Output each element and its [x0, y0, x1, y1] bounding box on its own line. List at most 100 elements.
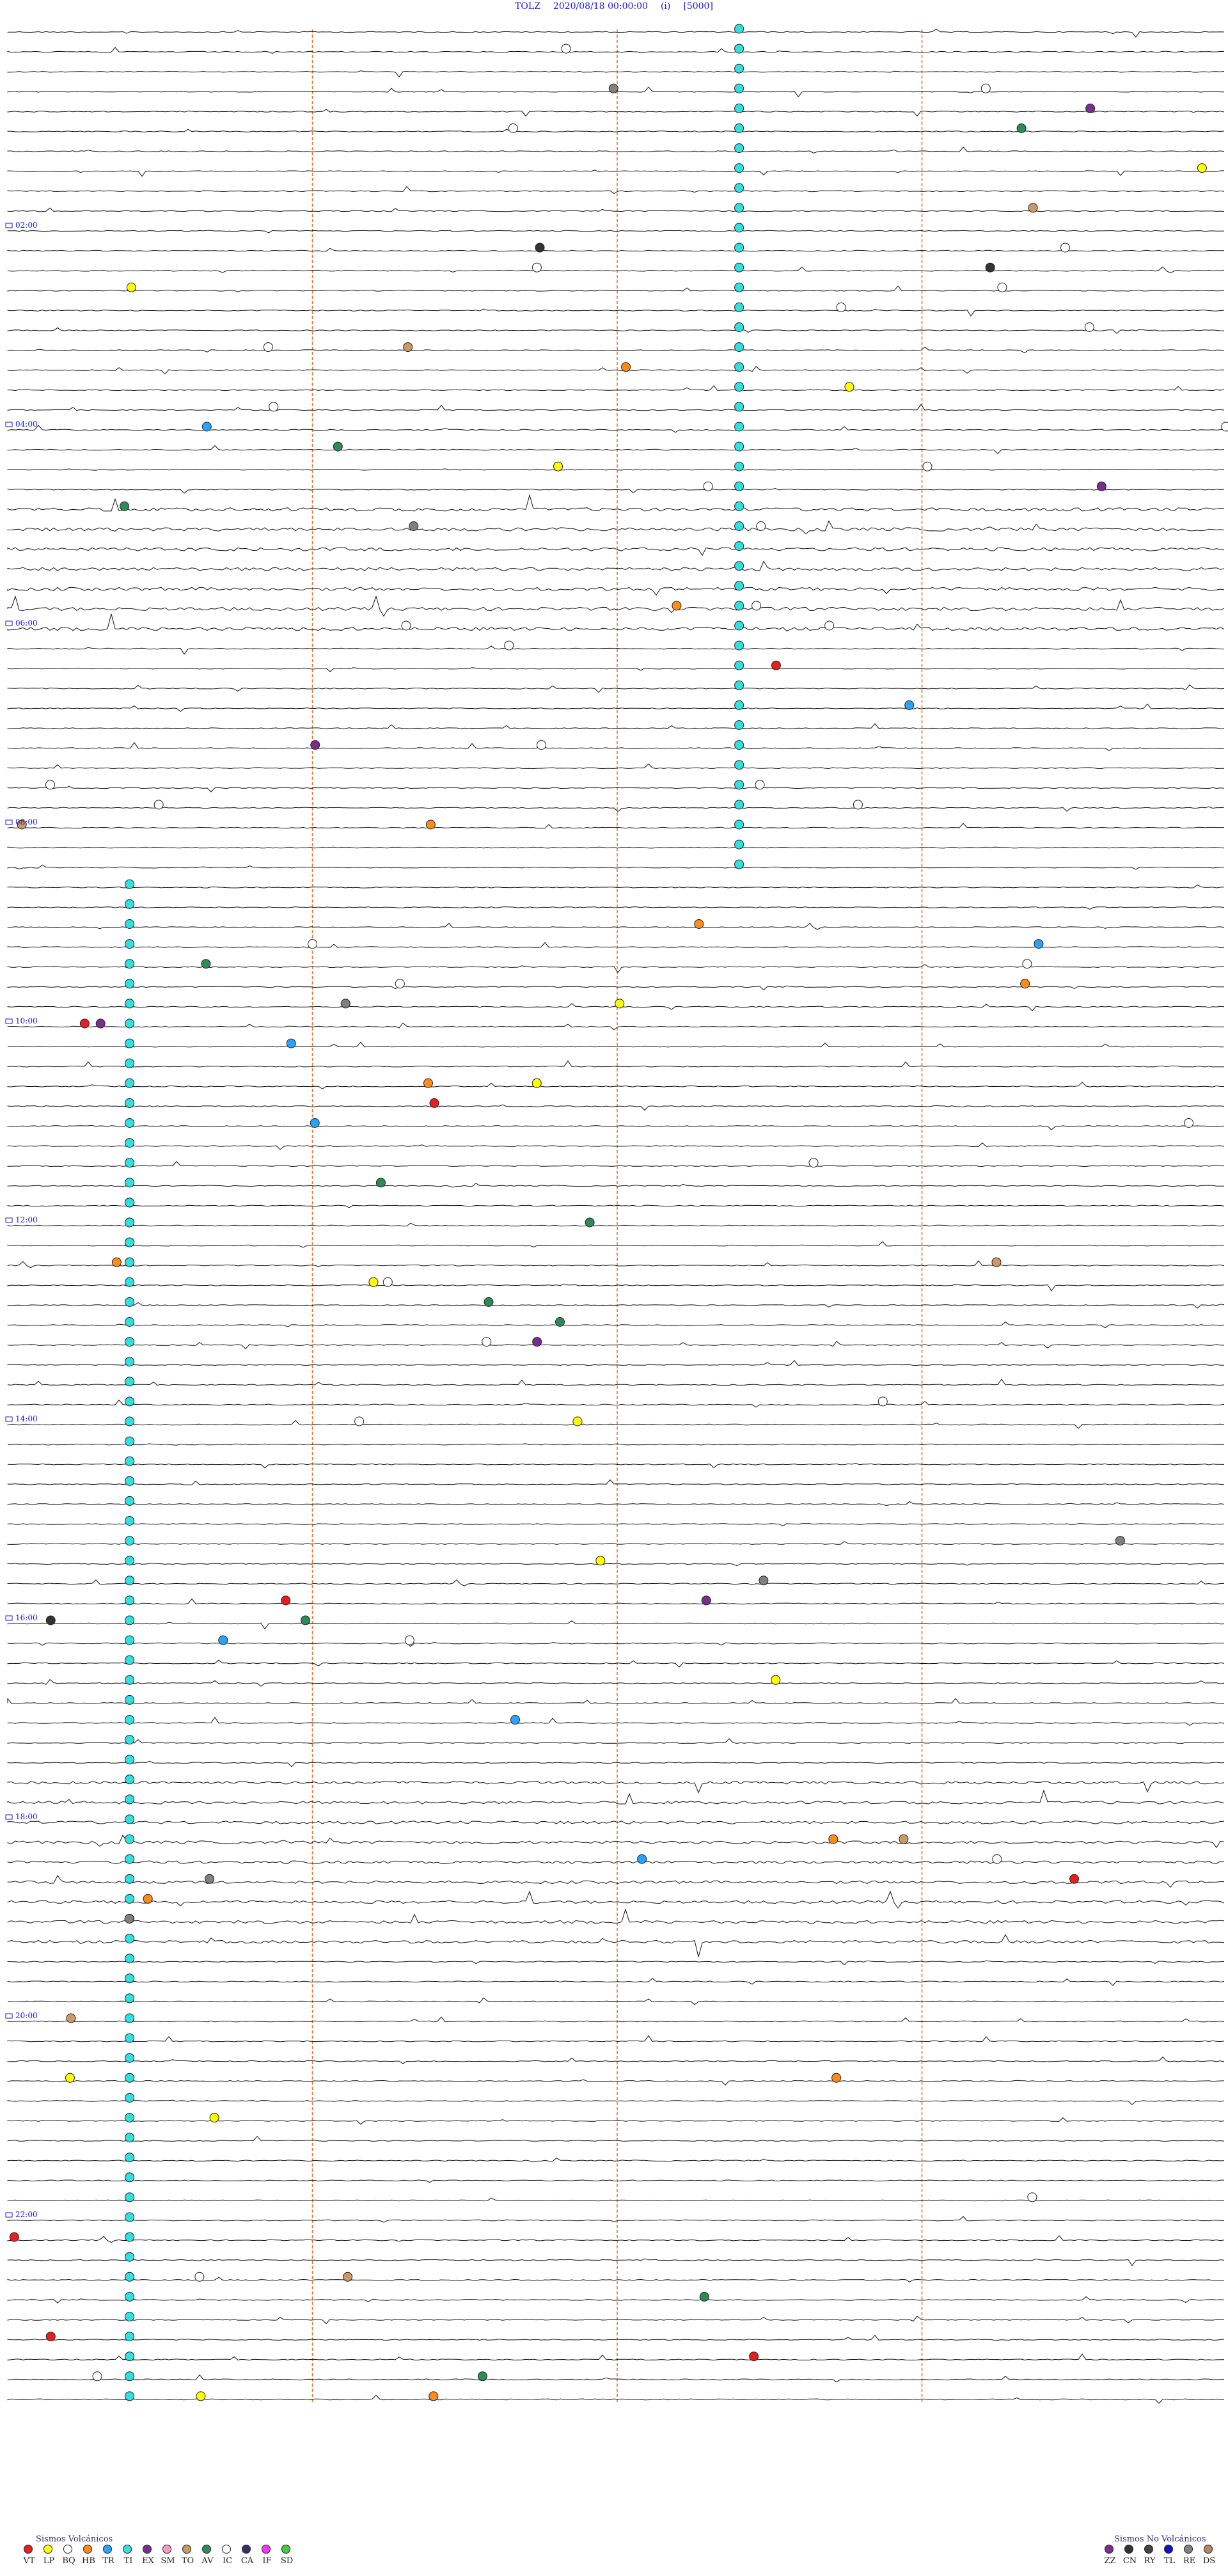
- event-marker-BQ: [1084, 322, 1094, 332]
- event-marker-TI: [125, 2153, 135, 2163]
- trace-109: [7, 2197, 1225, 2202]
- event-marker-TI: [734, 720, 744, 730]
- trace-74: [7, 1501, 1225, 1506]
- event-marker-BQ: [401, 620, 411, 631]
- trace-42: [7, 864, 1224, 870]
- event-marker-TI: [125, 1197, 135, 1208]
- trace-88: [7, 1781, 1225, 1794]
- trace-15: [7, 327, 1225, 334]
- trace-81: [7, 1642, 1224, 1647]
- trace-82: [7, 1659, 1225, 1668]
- trace-119: [7, 2394, 1225, 2404]
- trace-89: [7, 1789, 1225, 1805]
- trace-111: [7, 2235, 1225, 2243]
- event-marker-TI: [734, 183, 744, 193]
- legend-dot-TL: [1164, 2545, 1173, 2554]
- trace-1: [7, 47, 1225, 54]
- event-marker-CN: [45, 1615, 56, 1625]
- legend-dot-RY: [1144, 2545, 1153, 2554]
- trace-21: [7, 445, 1225, 454]
- event-marker-TI: [125, 2272, 135, 2282]
- trace-67: [7, 1360, 1225, 1366]
- event-marker-BQ: [508, 123, 518, 133]
- event-marker-TO: [403, 342, 413, 352]
- trace-107: [7, 2158, 1225, 2163]
- legend-dot-SD: [281, 2545, 290, 2554]
- event-marker-BQ: [992, 1854, 1002, 1864]
- trace-69: [7, 1399, 1225, 1408]
- legend-dot-DS: [1204, 2545, 1213, 2554]
- trace-92: [7, 1860, 1225, 1864]
- legend-dot-RE: [1184, 2545, 1193, 2554]
- event-marker-TI: [125, 2113, 135, 2122]
- event-marker-AV: [555, 1317, 565, 1327]
- trace-93: [7, 1874, 1225, 1888]
- trace-44: [7, 906, 1225, 910]
- trace-37: [7, 763, 1224, 770]
- event-marker-HB: [694, 919, 704, 929]
- event-marker-VT: [771, 660, 781, 670]
- trace-9: [7, 207, 1225, 212]
- legend-nonvolcanic-codes: ZZ CN RY TL RE DS: [1100, 2556, 1219, 2566]
- event-marker-BQ: [382, 1277, 393, 1287]
- trace-73: [7, 1479, 1225, 1485]
- trace-16: [7, 346, 1225, 354]
- hour-label: 06:00: [15, 619, 38, 628]
- trace-70: [7, 1419, 1225, 1429]
- event-marker-VT: [429, 1098, 439, 1108]
- hour-tick-box: [5, 1018, 13, 1024]
- trace-22: [7, 468, 1225, 471]
- trace-32: [7, 667, 1225, 672]
- trace-4: [7, 109, 1225, 117]
- legend-code-DS: DS: [1202, 2556, 1216, 2566]
- event-marker-TI: [125, 1217, 135, 1228]
- event-marker-TR: [637, 1854, 647, 1864]
- trace-101: [7, 2035, 1225, 2043]
- event-marker-TI: [125, 1893, 135, 1904]
- trace-85: [7, 1716, 1225, 1726]
- trace-10: [7, 230, 1225, 233]
- amplitude-scale: [5000]: [683, 1, 713, 12]
- event-marker-BQ: [194, 2272, 205, 2282]
- hour-tick-box: [5, 422, 13, 427]
- trace-29: [7, 595, 1225, 617]
- event-marker-AV: [301, 1615, 311, 1625]
- legend-code-HB: HB: [82, 2556, 95, 2566]
- event-marker-TI: [734, 123, 744, 133]
- event-marker-TI: [125, 1635, 135, 1645]
- event-marker-TI: [125, 959, 135, 969]
- event-marker-TI: [125, 1377, 135, 1387]
- event-marker-VT: [281, 1595, 291, 1606]
- event-marker-TI: [734, 242, 744, 253]
- trace-100: [7, 2016, 1225, 2023]
- trace-34: [7, 703, 1225, 712]
- event-marker-TO: [1028, 203, 1038, 213]
- event-marker-TI: [734, 541, 744, 551]
- event-marker-CN: [985, 262, 995, 273]
- event-marker-BQ: [561, 43, 571, 54]
- event-marker-TR: [904, 700, 915, 710]
- trace-52: [7, 1060, 1225, 1068]
- event-marker-TI: [734, 342, 744, 352]
- event-marker-TI: [125, 999, 135, 1009]
- event-marker-TO: [343, 2272, 353, 2282]
- event-marker-TI: [125, 2291, 135, 2302]
- legend-dot-AV: [202, 2545, 211, 2554]
- event-marker-TI: [125, 1954, 135, 1964]
- event-marker-BQ: [756, 521, 766, 531]
- trace-8: [7, 186, 1225, 194]
- event-marker-BQ: [354, 1416, 365, 1426]
- legend-dot-CA: [242, 2545, 251, 2554]
- event-marker-TI: [734, 143, 744, 154]
- chart-header: TOLZ 2020/08/18 00:00:00 (i) [5000]: [0, 1, 1228, 12]
- event-marker-LP: [553, 461, 563, 471]
- trace-36: [7, 742, 1225, 752]
- event-marker-TI: [125, 2192, 135, 2202]
- event-marker-BQ: [980, 83, 991, 93]
- event-marker-TI: [125, 879, 135, 889]
- legend-nonvolcanic-title: Sismos No Volcánicos: [1114, 2534, 1206, 2544]
- event-marker-BQ: [531, 262, 542, 273]
- legend-volcanic-title: Sismos Volcánicos: [36, 2534, 113, 2544]
- event-marker-ZZ: [1096, 481, 1106, 491]
- legend-dot-TI: [123, 2545, 132, 2554]
